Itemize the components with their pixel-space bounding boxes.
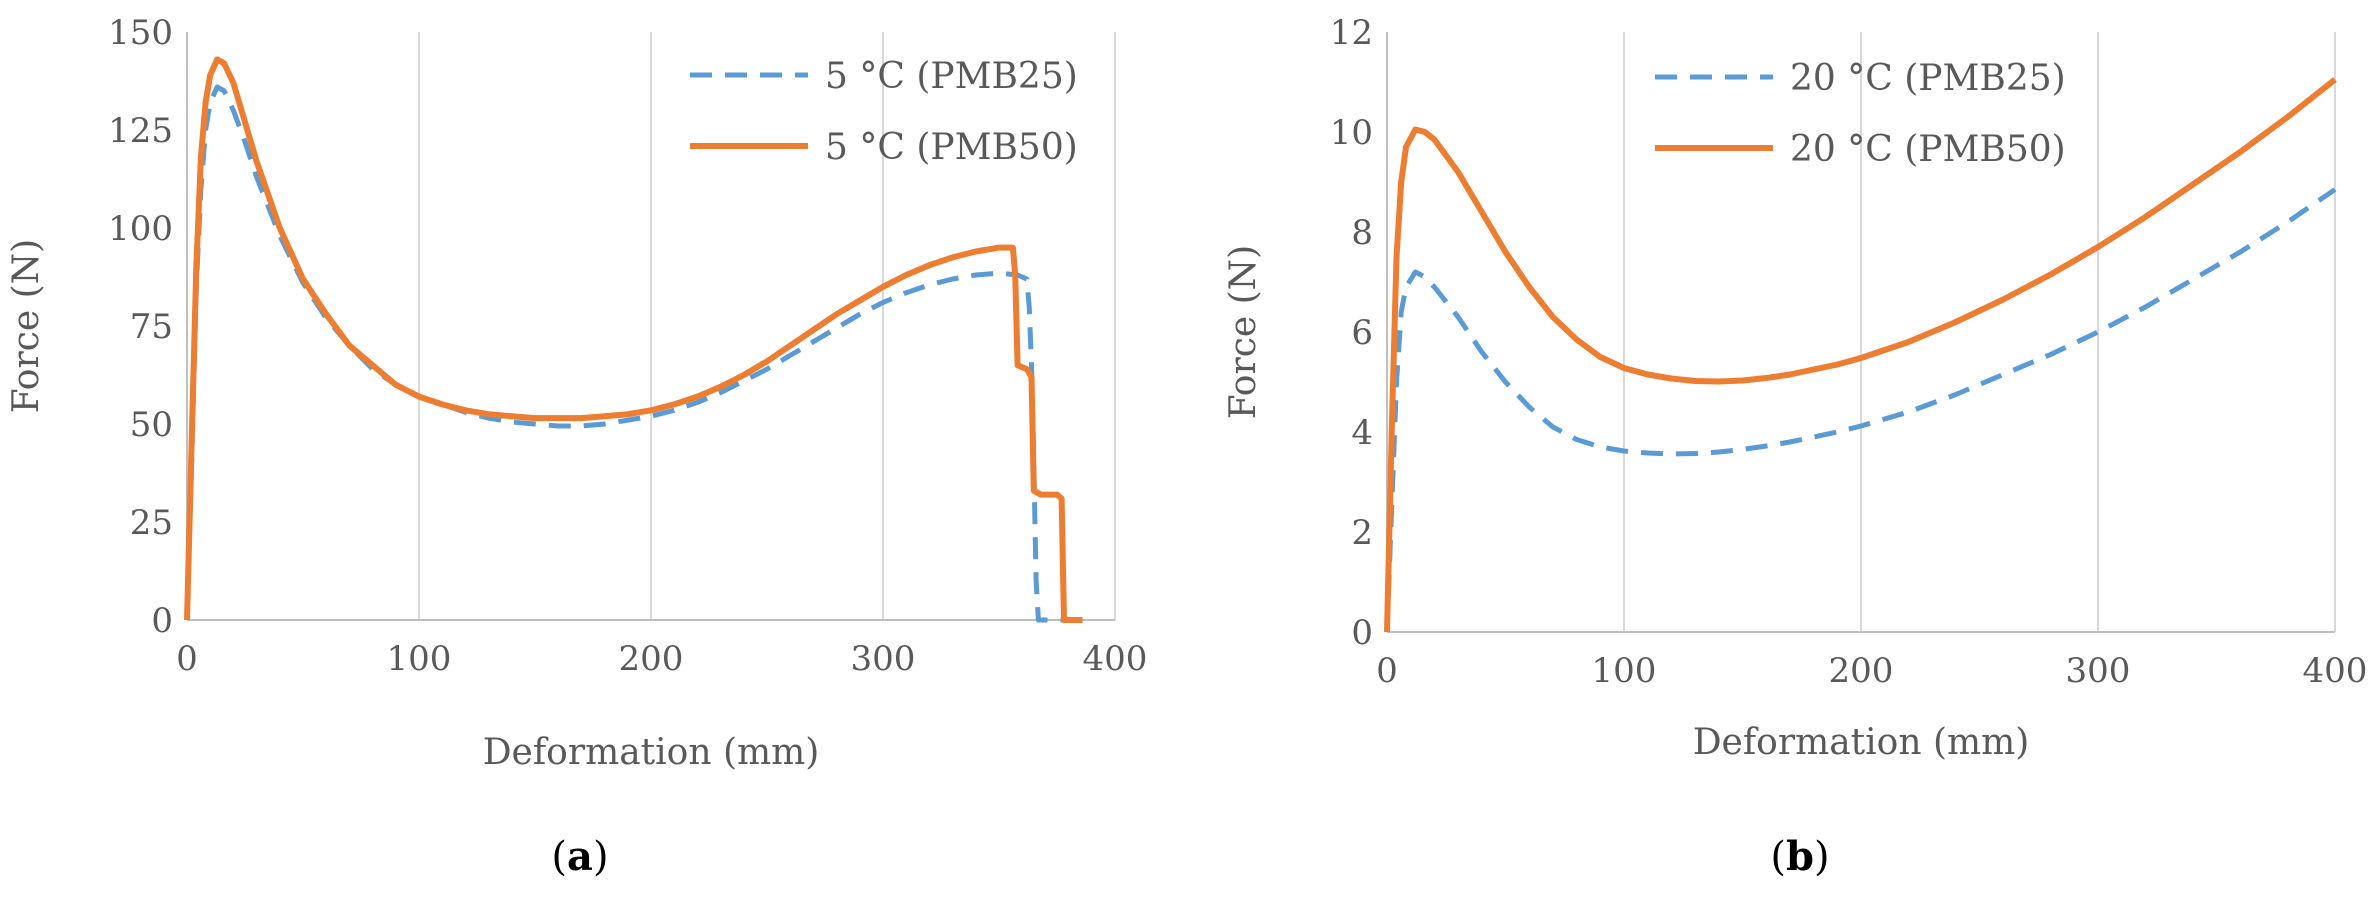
y-tick-label: 25 xyxy=(130,503,173,543)
x-axis-title: Deformation (mm) xyxy=(483,732,820,773)
x-tick-label: 200 xyxy=(619,639,684,679)
y-tick-label: 75 xyxy=(130,307,173,347)
panel-caption: (b) xyxy=(1770,833,1829,880)
series-line-1 xyxy=(1384,187,2337,633)
series-line-1 xyxy=(184,84,1064,623)
legend-label-1: 5 °C (PMB25) xyxy=(825,56,1078,97)
y-tick-label: 150 xyxy=(108,13,173,53)
y-tick-label: 4 xyxy=(1351,413,1373,453)
panel-caption: (a) xyxy=(551,833,608,880)
x-tick-label: 300 xyxy=(2066,651,2131,691)
legend-label-2: 20 °C (PMB50) xyxy=(1790,129,2066,170)
y-axis-title: Force (N) xyxy=(1223,245,1264,419)
x-tick-label: 400 xyxy=(2303,651,2368,691)
x-tick-label: 200 xyxy=(1829,651,1894,691)
legend: 5 °C (PMB25) 5 °C (PMB50) xyxy=(690,56,1078,168)
y-tick-label: 8 xyxy=(1351,213,1373,253)
legend: 20 °C (PMB25) 20 °C (PMB50) xyxy=(1655,58,2066,170)
x-axis-title: Deformation (mm) xyxy=(1693,722,2030,763)
y-axis-title: Force (N) xyxy=(6,239,47,413)
legend-label-1: 20 °C (PMB25) xyxy=(1790,58,2066,99)
x-tick-label: 0 xyxy=(1376,651,1398,691)
x-tick-label: 100 xyxy=(387,639,452,679)
panel-a: 0 100 200 300 400 0 25 50 75 100 125 150 Deformation… xyxy=(6,13,1147,880)
series-line-2 xyxy=(184,56,1083,623)
series-line-2 xyxy=(1384,77,2337,633)
y-tick-label: 6 xyxy=(1351,313,1373,353)
x-tick-label: 400 xyxy=(1083,639,1148,679)
y-tick-label: 100 xyxy=(108,209,173,249)
y-tick-label: 12 xyxy=(1330,13,1373,53)
x-tick-label: 300 xyxy=(851,639,916,679)
y-tick-label: 0 xyxy=(151,601,173,641)
x-tick-label: 0 xyxy=(176,639,198,679)
y-tick-label: 2 xyxy=(1351,513,1373,553)
panel-b: 0 100 200 300 400 0 2 4 6 8 10 12 Deformation (mm) Fo… xyxy=(1223,13,2367,880)
y-tick-label: 50 xyxy=(130,405,173,445)
y-tick-label: 0 xyxy=(1351,613,1373,653)
legend-label-2: 5 °C (PMB50) xyxy=(825,127,1078,168)
x-tick-label: 100 xyxy=(1592,651,1657,691)
y-tick-label: 10 xyxy=(1330,113,1373,153)
y-tick-label: 125 xyxy=(108,111,173,151)
